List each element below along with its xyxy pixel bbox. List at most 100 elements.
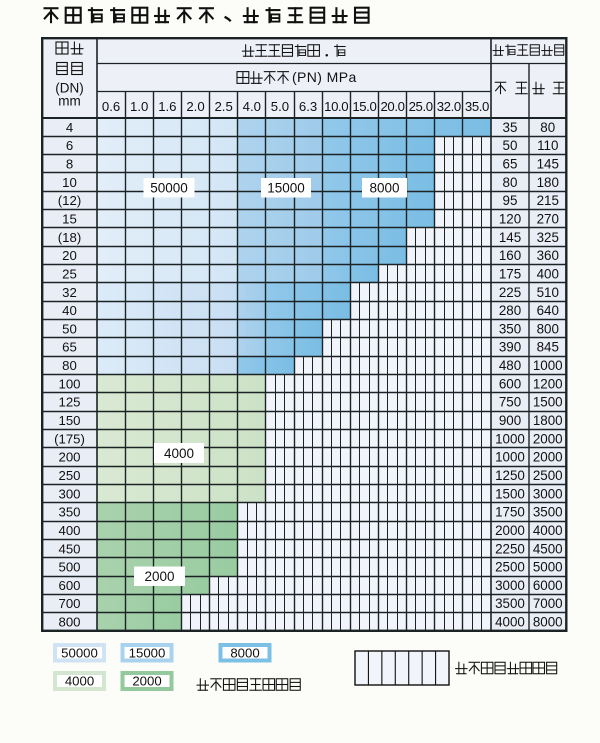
svg-text:8000: 8000 <box>369 181 399 196</box>
svg-text:15000: 15000 <box>267 181 305 196</box>
svg-text:100: 100 <box>58 376 80 391</box>
svg-text:640: 640 <box>537 303 559 318</box>
svg-text:360: 360 <box>537 248 559 263</box>
svg-text:1.6: 1.6 <box>158 99 176 114</box>
svg-text:2500: 2500 <box>533 468 563 483</box>
svg-text:3000: 3000 <box>533 486 563 501</box>
svg-text:145: 145 <box>537 157 559 172</box>
svg-text:350: 350 <box>499 321 521 336</box>
svg-text:10: 10 <box>62 175 77 190</box>
svg-text:(18): (18) <box>58 230 81 245</box>
svg-text:750: 750 <box>499 395 521 410</box>
svg-text:95: 95 <box>503 193 518 208</box>
svg-text:120: 120 <box>499 211 521 226</box>
svg-text:6000: 6000 <box>533 578 563 593</box>
svg-text:8000: 8000 <box>230 645 259 660</box>
svg-text:50000: 50000 <box>61 645 98 660</box>
svg-text:480: 480 <box>499 358 521 373</box>
svg-text:1750: 1750 <box>495 505 525 520</box>
svg-text:50: 50 <box>503 138 518 153</box>
svg-text:1000: 1000 <box>495 431 525 446</box>
svg-text:2.0: 2.0 <box>186 99 204 114</box>
svg-text:15: 15 <box>62 211 77 226</box>
svg-text:50: 50 <box>62 321 77 336</box>
svg-text:180: 180 <box>537 175 559 190</box>
svg-text:8000: 8000 <box>533 615 563 630</box>
svg-text:65: 65 <box>62 340 77 355</box>
svg-text:450: 450 <box>58 541 80 556</box>
svg-text:1200: 1200 <box>533 376 563 391</box>
svg-text:2.5: 2.5 <box>214 99 232 114</box>
svg-text:2000: 2000 <box>533 450 563 465</box>
svg-text:4000: 4000 <box>164 446 194 461</box>
svg-text:280: 280 <box>499 303 521 318</box>
svg-text:3500: 3500 <box>533 505 563 520</box>
svg-text:175: 175 <box>499 266 521 281</box>
svg-text:150: 150 <box>58 413 80 428</box>
svg-text:1800: 1800 <box>533 413 563 428</box>
svg-text:700: 700 <box>58 596 80 611</box>
svg-text:(PN) MPa: (PN) MPa <box>292 69 357 85</box>
svg-text:80: 80 <box>540 120 555 135</box>
svg-text:6: 6 <box>66 138 73 153</box>
svg-text:2500: 2500 <box>495 560 525 575</box>
svg-text:32: 32 <box>62 285 77 300</box>
svg-text:6.3: 6.3 <box>299 99 317 114</box>
svg-text:325: 325 <box>537 230 559 245</box>
svg-text:125: 125 <box>58 395 80 410</box>
svg-text:110: 110 <box>537 138 558 153</box>
svg-text:65: 65 <box>503 157 518 172</box>
svg-text:4.0: 4.0 <box>243 99 261 114</box>
svg-text:7000: 7000 <box>533 596 563 611</box>
svg-text:4000: 4000 <box>65 674 94 689</box>
svg-text:270: 270 <box>537 211 559 226</box>
svg-text:160: 160 <box>499 248 521 263</box>
svg-text:8: 8 <box>66 157 73 172</box>
svg-text:3000: 3000 <box>495 578 525 593</box>
svg-text:200: 200 <box>58 450 80 465</box>
svg-text:4000: 4000 <box>533 523 563 538</box>
svg-text:510: 510 <box>537 285 559 300</box>
svg-text:1500: 1500 <box>533 395 563 410</box>
svg-text:35.0: 35.0 <box>465 99 489 114</box>
svg-text:225: 225 <box>499 285 521 300</box>
svg-text:3500: 3500 <box>495 596 525 611</box>
svg-text:20: 20 <box>62 248 77 263</box>
svg-text:1000: 1000 <box>533 358 563 373</box>
svg-text:900: 900 <box>499 413 521 428</box>
svg-text:15000: 15000 <box>129 645 166 660</box>
svg-text:35: 35 <box>503 120 518 135</box>
svg-text:800: 800 <box>58 615 80 630</box>
svg-text:4500: 4500 <box>533 541 563 556</box>
svg-text:845: 845 <box>537 340 559 355</box>
svg-text:600: 600 <box>58 578 80 593</box>
svg-text:5.0: 5.0 <box>271 99 289 114</box>
svg-text:2000: 2000 <box>144 569 174 584</box>
svg-text:50000: 50000 <box>150 181 188 196</box>
svg-text:32.0: 32.0 <box>437 99 461 114</box>
svg-text:390: 390 <box>499 340 521 355</box>
svg-text:2000: 2000 <box>495 523 525 538</box>
svg-text:4: 4 <box>66 120 73 135</box>
svg-text:40: 40 <box>62 303 77 318</box>
svg-text:1500: 1500 <box>495 486 525 501</box>
svg-text:1250: 1250 <box>495 468 525 483</box>
svg-text:80: 80 <box>62 358 77 373</box>
svg-text:400: 400 <box>58 523 80 538</box>
svg-text:(12): (12) <box>58 193 81 208</box>
svg-text:2000: 2000 <box>132 674 161 689</box>
svg-text:0.6: 0.6 <box>102 99 120 114</box>
svg-text:10.0: 10.0 <box>324 99 348 114</box>
svg-text:2250: 2250 <box>495 541 525 556</box>
svg-text:250: 250 <box>58 468 80 483</box>
svg-text:mm: mm <box>58 94 81 109</box>
svg-text:5000: 5000 <box>533 560 563 575</box>
svg-text:400: 400 <box>537 266 559 281</box>
svg-text:2000: 2000 <box>533 431 563 446</box>
svg-text:300: 300 <box>58 486 80 501</box>
svg-text:20.0: 20.0 <box>380 99 404 114</box>
svg-text:15.0: 15.0 <box>352 99 376 114</box>
svg-text:4000: 4000 <box>495 615 525 630</box>
svg-text:1000: 1000 <box>495 450 525 465</box>
svg-text:1.0: 1.0 <box>130 99 148 114</box>
